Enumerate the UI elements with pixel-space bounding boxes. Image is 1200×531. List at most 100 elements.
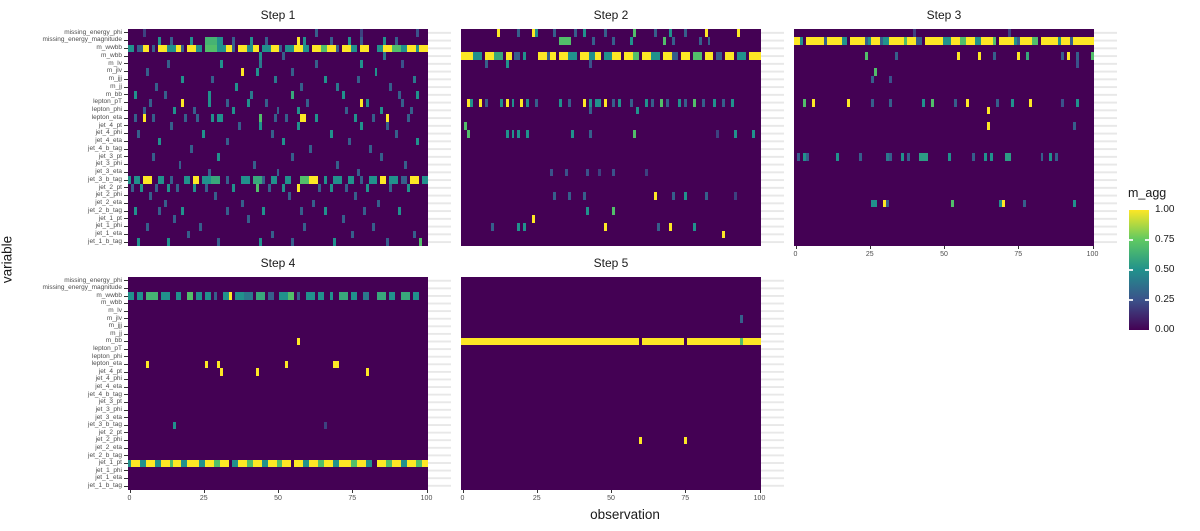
heatmap-cell bbox=[279, 44, 283, 53]
heatmap-tiles-3 bbox=[794, 29, 1094, 246]
heatmap-cell bbox=[359, 36, 363, 45]
heatmap-cell bbox=[942, 36, 952, 45]
heatmap-cell bbox=[603, 52, 613, 60]
heatmap-cell bbox=[139, 184, 143, 192]
heatmap-cell bbox=[633, 52, 640, 60]
heatmap-cell bbox=[285, 114, 289, 122]
heatmap-cell bbox=[139, 459, 146, 468]
heatmap-cell bbox=[300, 207, 304, 215]
heatmap-cell bbox=[211, 75, 215, 84]
heatmap-cell bbox=[380, 153, 384, 161]
heatmap-cell bbox=[894, 52, 898, 60]
heatmap-cell bbox=[282, 137, 286, 146]
heatmap-cell bbox=[321, 44, 327, 53]
heatmap-cell bbox=[324, 75, 327, 84]
heatmap-cell bbox=[383, 44, 393, 53]
heatmap-cell bbox=[865, 36, 869, 45]
y-axis-tick bbox=[124, 409, 128, 411]
y-axis-label: jet_4_phi bbox=[95, 129, 122, 137]
heatmap-cell bbox=[395, 36, 399, 45]
heatmap-cell bbox=[255, 184, 259, 192]
heatmap-cell bbox=[401, 459, 408, 468]
heatmap-cell bbox=[499, 98, 503, 107]
heatmap-cell bbox=[309, 176, 319, 184]
heatmap-cell bbox=[175, 292, 182, 300]
heatmap-cell bbox=[677, 98, 681, 107]
heatmap-cell bbox=[805, 36, 824, 45]
heatmap-cell bbox=[630, 98, 634, 107]
heatmap-cell bbox=[181, 44, 185, 53]
heatmap-cell bbox=[327, 44, 336, 53]
heatmap-cell bbox=[187, 459, 200, 468]
heatmap-cell bbox=[422, 459, 428, 468]
heatmap-cell bbox=[683, 436, 687, 445]
heatmap-cell bbox=[226, 137, 229, 146]
heatmap-cell bbox=[184, 176, 191, 184]
heatmap-cell bbox=[472, 52, 482, 60]
facet-title-step-3: Step 3 bbox=[926, 8, 962, 22]
heatmap-cell bbox=[377, 292, 387, 300]
heatmap-cell bbox=[270, 44, 280, 53]
y-axis-label: m_jjj bbox=[108, 322, 122, 330]
heatmap-cell bbox=[172, 106, 176, 115]
heatmap-cell bbox=[633, 129, 637, 138]
heatmap-cell bbox=[657, 222, 660, 231]
x-axis-label: 0 bbox=[127, 495, 132, 502]
heatmap-cell bbox=[226, 176, 229, 184]
heatmap-cell bbox=[377, 459, 387, 468]
heatmap-cell bbox=[588, 52, 595, 60]
heatmap-cell bbox=[734, 129, 738, 138]
heatmap-cell bbox=[416, 44, 420, 53]
heatmap-cell bbox=[324, 421, 327, 430]
heatmap-cell bbox=[660, 98, 663, 107]
heatmap-cell bbox=[377, 44, 384, 53]
heatmap-cell bbox=[273, 75, 277, 84]
heatmap-cell bbox=[1058, 36, 1062, 45]
heatmap-tiles-4 bbox=[128, 277, 428, 490]
heatmap-cell bbox=[805, 153, 809, 161]
heatmap-cell bbox=[1028, 98, 1032, 107]
heatmap-cell bbox=[410, 176, 420, 184]
heatmap-cell bbox=[413, 292, 420, 300]
heatmap-cell bbox=[359, 44, 369, 53]
heatmap-cell bbox=[208, 168, 212, 177]
heatmap-cell bbox=[237, 44, 247, 53]
heatmap-cell bbox=[205, 360, 209, 369]
heatmap-cell bbox=[324, 176, 327, 184]
heatmap-cell bbox=[252, 176, 262, 184]
heatmap-cell bbox=[267, 184, 271, 192]
heatmap-cell bbox=[883, 199, 887, 208]
heatmap-cell bbox=[1040, 153, 1044, 161]
heatmap-cell bbox=[220, 60, 224, 68]
legend-bar-tick bbox=[1145, 299, 1149, 301]
heatmap-cell bbox=[359, 29, 363, 37]
heatmap-cell bbox=[903, 36, 907, 45]
x-axis-tick bbox=[759, 490, 761, 493]
heatmap-cell bbox=[312, 199, 316, 208]
heatmap-cell bbox=[1076, 60, 1080, 68]
heatmap-cell bbox=[886, 199, 890, 208]
heatmap-cell bbox=[422, 176, 428, 184]
heatmap-cell bbox=[234, 83, 238, 91]
x-axis-label: 25 bbox=[199, 495, 208, 502]
heatmap-cell bbox=[276, 168, 280, 177]
heatmap-cell bbox=[517, 129, 521, 138]
heatmap-cell bbox=[303, 222, 307, 231]
legend-bar-tick bbox=[1145, 239, 1149, 241]
x-axis-label: 100 bbox=[1086, 251, 1099, 258]
heatmap-cell bbox=[240, 176, 250, 184]
heatmap-cell bbox=[196, 292, 203, 300]
heatmap-cell bbox=[264, 36, 268, 45]
facet-title-step-5: Step 5 bbox=[593, 256, 629, 270]
heatmap-cell bbox=[651, 52, 660, 60]
heatmap-cell bbox=[389, 176, 399, 184]
heatmap-cell bbox=[998, 199, 1002, 208]
heatmap-cell bbox=[130, 184, 134, 192]
heatmap-cell bbox=[258, 60, 262, 68]
heatmap-cell bbox=[389, 83, 393, 91]
heatmap-cell bbox=[142, 114, 146, 122]
x-axis-label: 50 bbox=[940, 251, 948, 258]
heatmap-cell bbox=[157, 44, 167, 53]
heatmap-cell bbox=[217, 360, 221, 369]
heatmap-cell bbox=[166, 60, 170, 68]
